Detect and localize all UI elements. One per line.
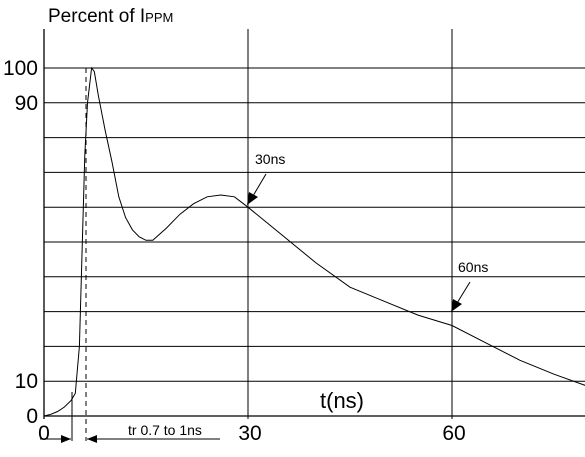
grid (44, 29, 585, 419)
waveform-line (43, 66, 585, 417)
y-tick-label: 0 (26, 405, 38, 428)
x-tick-label: 30 (238, 422, 261, 445)
x-axis-label: t(ns) (320, 388, 364, 413)
x-tick-labels: 0 30 60 (38, 422, 466, 445)
y-tick-label: 10 (15, 370, 38, 393)
rise-time-dimension (40, 435, 220, 443)
y-tick-labels: 0 10 90 100 (3, 57, 38, 428)
y-tick-label: 90 (15, 92, 38, 115)
y-tick-label: 100 (3, 57, 38, 80)
annotation-60ns-arrow (451, 281, 471, 312)
annotation-30ns: 30ns (255, 151, 285, 167)
x-tick-label: 60 (442, 422, 465, 445)
chart-title: Percent of IPPM (48, 6, 173, 27)
annotation-60ns: 60ns (458, 259, 488, 275)
annotation-30ns-arrow (247, 173, 267, 205)
rise-time-note: tr 0.7 to 1ns (128, 422, 202, 438)
x-tick-label: 0 (38, 422, 50, 445)
